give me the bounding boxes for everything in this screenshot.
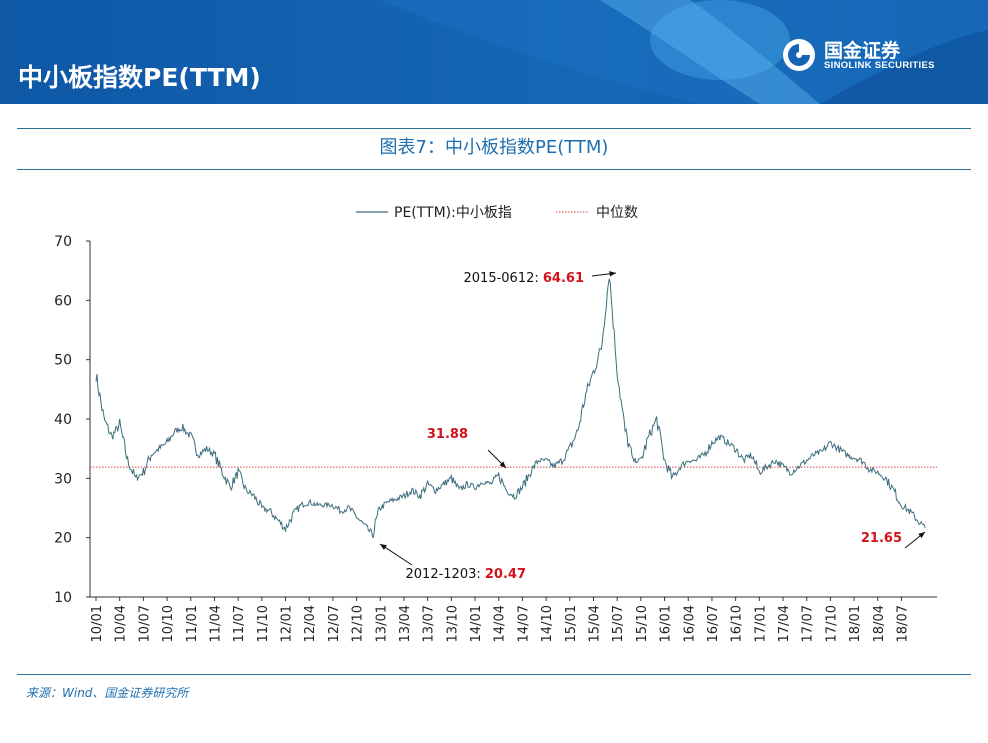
logo-chinese-text: 国金证券 bbox=[824, 40, 901, 62]
annotation-low-value: 20.47 bbox=[485, 567, 526, 582]
x-tick-label: 14/04 bbox=[493, 605, 508, 642]
x-tick-label: 11/10 bbox=[256, 605, 271, 642]
x-tick-label: 18/01 bbox=[848, 605, 863, 642]
x-tick-label: 16/04 bbox=[682, 605, 697, 642]
x-tick-label: 13/01 bbox=[374, 605, 389, 642]
y-tick-label: 60 bbox=[54, 293, 72, 309]
legend-label-median: 中位数 bbox=[596, 205, 638, 221]
page-title: 中小板指数PE(TTM) bbox=[18, 63, 261, 92]
annotation-peak-date: 2015-0612: bbox=[464, 271, 543, 286]
y-tick-label: 30 bbox=[54, 471, 72, 487]
annotation-median: 31.88 bbox=[427, 427, 468, 442]
annotation-peak-arrow-head bbox=[609, 271, 616, 277]
x-tick-label: 15/01 bbox=[564, 605, 579, 642]
x-tick-label: 11/07 bbox=[232, 605, 247, 642]
x-tick-label: 15/04 bbox=[587, 605, 602, 642]
header-background bbox=[0, 0, 988, 104]
pe-line-chart: PE(TTM):中小板指 中位数 10 20 30 40 50 60 70 10/01 10/0… bbox=[54, 205, 937, 642]
figure-title-bottom-rule bbox=[17, 169, 971, 170]
y-tick-label: 10 bbox=[54, 590, 72, 606]
source-rule bbox=[17, 674, 971, 675]
x-tick-label: 17/07 bbox=[801, 605, 816, 642]
x-tick-label: 11/01 bbox=[185, 605, 200, 642]
pe-series-line bbox=[95, 278, 926, 539]
x-tick-label: 14/01 bbox=[469, 605, 484, 642]
annotation-median-value: 31.88 bbox=[427, 427, 468, 442]
y-tick-label: 50 bbox=[54, 353, 72, 369]
annotation-latest-arrow-head bbox=[918, 532, 925, 539]
x-tick-label: 12/10 bbox=[351, 605, 366, 642]
y-tick-label: 70 bbox=[54, 234, 72, 250]
x-tick-label: 18/07 bbox=[895, 605, 910, 642]
source-note: 来源：Wind、国金证券研究所 bbox=[26, 686, 189, 700]
x-tick-label: 14/10 bbox=[540, 605, 555, 642]
chart-annotations: 2015-0612: 64.61 31.88 2012-1203: 20.47 21.… bbox=[379, 271, 926, 582]
annotation-latest-value: 21.65 bbox=[861, 531, 902, 546]
logo-english-text: SINOLINK SECURITIES bbox=[824, 60, 935, 71]
x-tick-label: 16/07 bbox=[706, 605, 721, 642]
x-tick-label: 16/10 bbox=[730, 605, 745, 642]
annotation-median-arrow-head bbox=[499, 461, 506, 468]
x-tick-label: 13/10 bbox=[445, 605, 460, 642]
annotation-low: 2012-1203: 20.47 bbox=[406, 567, 527, 582]
x-tick-label: 13/04 bbox=[398, 605, 413, 642]
annotation-latest: 21.65 bbox=[861, 531, 902, 546]
plot-area bbox=[90, 278, 937, 539]
annotation-peak: 2015-0612: 64.61 bbox=[464, 271, 585, 286]
x-tick-label: 12/07 bbox=[327, 605, 342, 642]
x-tick-label: 18/04 bbox=[872, 605, 887, 642]
sinolink-logo-icon bbox=[783, 39, 815, 71]
x-tick-label: 10/10 bbox=[161, 605, 176, 642]
x-tick-label: 16/01 bbox=[659, 605, 674, 642]
x-tick-label: 12/04 bbox=[303, 605, 318, 642]
chart-legend: PE(TTM):中小板指 中位数 bbox=[356, 205, 638, 221]
y-tick-label: 40 bbox=[54, 412, 72, 428]
x-tick-label: 12/01 bbox=[280, 605, 295, 642]
x-tick-label: 10/01 bbox=[90, 605, 105, 642]
figure-title: 图表7：中小板指数PE(TTM) bbox=[379, 137, 609, 158]
y-tick-label: 20 bbox=[54, 531, 72, 547]
legend-label-pe: PE(TTM):中小板指 bbox=[394, 205, 512, 221]
x-tick-label: 17/10 bbox=[824, 605, 839, 642]
chart-axes: 10 20 30 40 50 60 70 10/01 10/04 10/07 10/10 11/01 1… bbox=[54, 234, 937, 642]
header-banner: 中小板指数PE(TTM) 国金证券 SINOLINK SECURITIES bbox=[0, 0, 988, 104]
x-tick-label: 13/07 bbox=[422, 605, 437, 642]
annotation-peak-value: 64.61 bbox=[543, 271, 584, 286]
x-tick-label: 15/10 bbox=[635, 605, 650, 642]
x-tick-label: 17/04 bbox=[777, 605, 792, 642]
x-tick-label: 10/07 bbox=[137, 605, 152, 642]
x-tick-label: 14/07 bbox=[516, 605, 531, 642]
figure-title-top-rule bbox=[17, 128, 971, 129]
x-tick-label: 15/07 bbox=[611, 605, 626, 642]
x-tick-label: 11/04 bbox=[208, 605, 223, 642]
annotation-low-arrow-head bbox=[380, 544, 387, 550]
x-tick-label: 10/04 bbox=[114, 605, 129, 642]
x-tick-label: 17/01 bbox=[753, 605, 768, 642]
annotation-low-date: 2012-1203: bbox=[406, 567, 485, 582]
